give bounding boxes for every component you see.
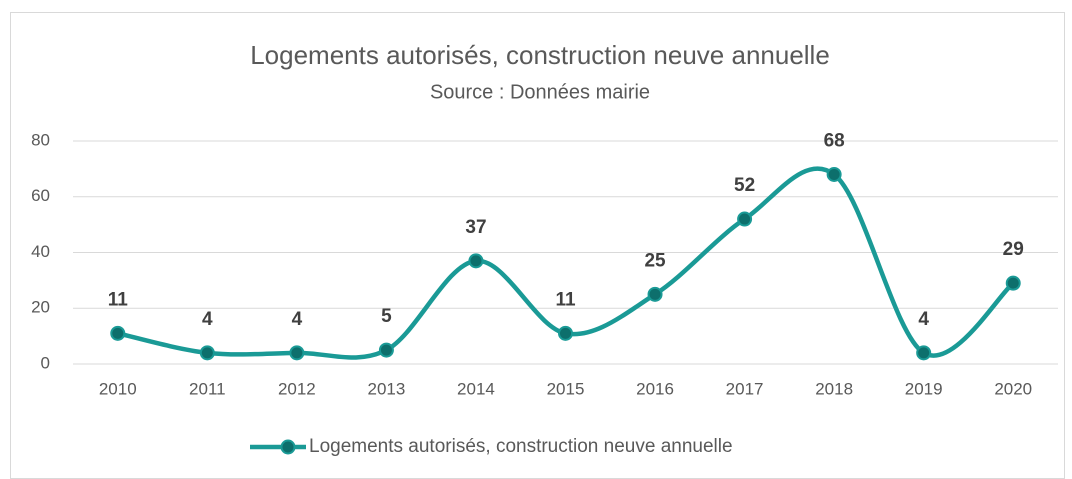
x-tick-label: 2019	[905, 379, 943, 398]
data-label: 11	[555, 289, 576, 310]
point-marker	[378, 342, 394, 358]
y-tick-label: 0	[41, 353, 50, 372]
chart-title: Logements autorisés, construction neuve …	[250, 40, 830, 70]
x-tick-label: 2013	[367, 379, 405, 398]
y-tick-label: 20	[31, 298, 50, 317]
x-tick-label: 2016	[636, 379, 674, 398]
point-marker	[289, 345, 305, 361]
data-label: 4	[202, 309, 213, 330]
x-tick-label: 2010	[99, 379, 137, 398]
point-marker	[110, 325, 126, 341]
point-marker	[558, 325, 573, 341]
x-tick-label: 2015	[547, 379, 585, 398]
point-marker	[826, 166, 842, 182]
legend-label: Logements autorisés, construction neuve …	[309, 436, 733, 457]
x-tick-label: 2012	[278, 379, 316, 398]
data-label: 4	[292, 309, 303, 330]
data-label: 25	[644, 250, 666, 271]
data-label: 37	[465, 217, 486, 238]
y-tick-label: 40	[31, 242, 50, 261]
x-tick-label: 2017	[726, 379, 764, 398]
data-label: 11	[108, 289, 129, 310]
data-label: 29	[1003, 239, 1024, 260]
y-tick-label: 60	[31, 186, 50, 205]
point-marker	[737, 211, 753, 227]
y-tick-label: 80	[31, 130, 50, 149]
point-marker	[468, 253, 484, 269]
x-tick-label: 2014	[457, 379, 495, 398]
point-marker	[916, 345, 932, 361]
chart-subtitle: Source : Données mairie	[430, 81, 650, 103]
point-marker	[1005, 275, 1021, 291]
data-label: 68	[824, 130, 845, 151]
x-tick-label: 2020	[994, 379, 1032, 398]
data-label: 52	[734, 175, 755, 196]
chart-border	[10, 12, 1065, 479]
legend-marker	[280, 439, 296, 455]
point-marker	[199, 345, 215, 361]
x-tick-label: 2018	[815, 379, 853, 398]
point-marker	[647, 286, 663, 302]
x-tick-label: 2011	[189, 379, 226, 398]
data-label: 4	[918, 309, 929, 330]
data-label: 5	[381, 306, 392, 327]
